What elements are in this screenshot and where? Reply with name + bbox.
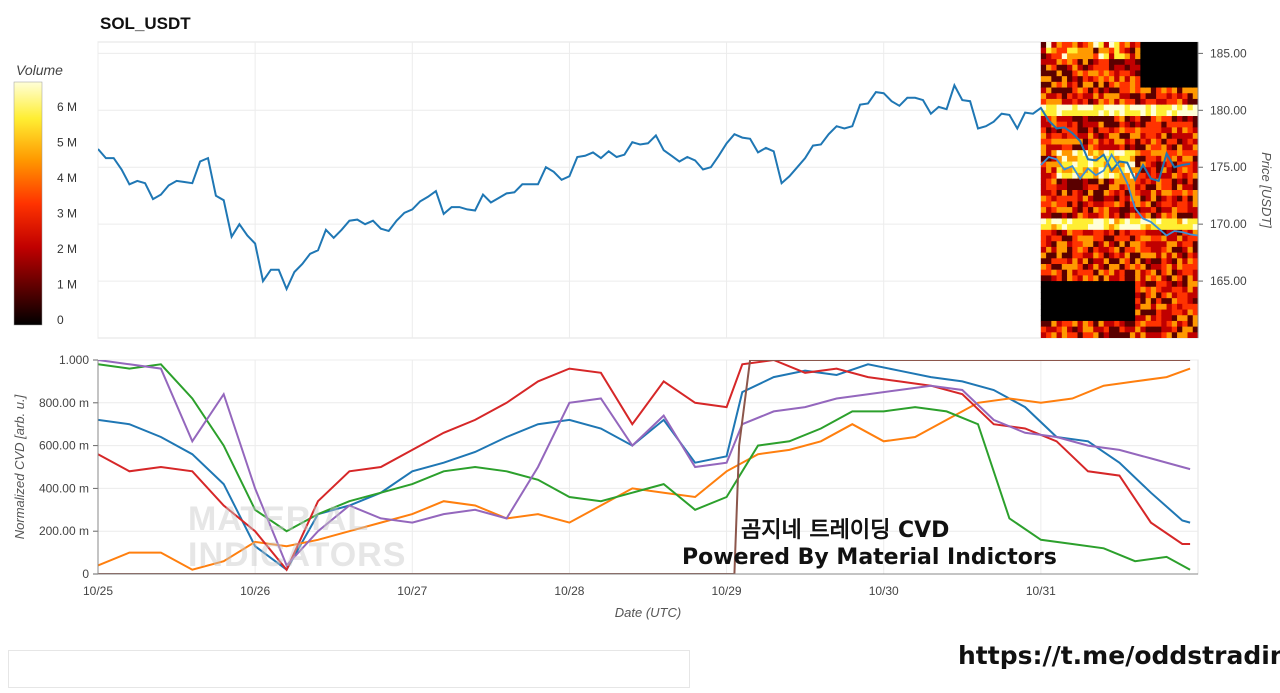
telegram-link[interactable]: https://t.me/oddstrading2: [958, 641, 1280, 670]
price-line: [98, 82, 1191, 292]
price-line-overlay: [1040, 152, 1198, 237]
cvd-line--1m-i-10m: [98, 360, 1191, 574]
date-tick-label: 10/29: [712, 584, 742, 598]
price-tick-label: 185.00: [1210, 46, 1247, 60]
colorbar: [13, 81, 43, 326]
date-tick-label: 10/25: [83, 584, 113, 598]
date-tick-label: 10/28: [554, 584, 584, 598]
price-series-group: [98, 82, 1198, 292]
cvd-tick-label: 600.00 m: [39, 439, 89, 453]
date-tick-label: 10/30: [869, 584, 899, 598]
cvd-line--10k-i-100k: [98, 360, 1191, 572]
colorbar-tick-label: 0: [57, 313, 64, 327]
colorbar-label: Volume: [16, 62, 63, 78]
price-tick-label: 170.00: [1210, 217, 1247, 231]
chart-title: SOL_USDT: [100, 14, 191, 33]
date-axis-ticks: 10/25 10/26 10/27 10/28 10/29 10/30 10/31: [83, 584, 1056, 598]
price-axis-ticks: 165.00 170.00 175.00 180.00 185.00: [1197, 42, 1247, 338]
price-tick-label: 165.00: [1210, 274, 1247, 288]
cvd-tick-label: 0: [82, 567, 89, 581]
watermark-line1: MATERIAL: [188, 500, 370, 538]
overlay-powered-by: Powered By Material Indictors: [682, 545, 1057, 570]
date-tick-label: 10/31: [1026, 584, 1056, 598]
date-tick-label: 10/26: [240, 584, 270, 598]
cvd-line--1k-i-10k: [98, 363, 1191, 571]
date-tick-label: 10/27: [397, 584, 427, 598]
legend-frame: [8, 650, 690, 688]
cvd-line--100-i-1k: [98, 367, 1191, 571]
cvd-tick-label: 1.000: [59, 353, 89, 367]
cvd-panel: [97, 359, 1199, 575]
colorbar-tick-label: 2 M: [57, 242, 77, 256]
price-axis-label: Price [USDT]: [1259, 152, 1274, 228]
date-axis-label: Date (UTC): [615, 605, 681, 620]
cvd-axis-label: Normalized CVD [arb. u.]: [12, 394, 27, 539]
colorbar-tick-label: 1 M: [57, 278, 77, 292]
colorbar-tick-label: 3 M: [57, 207, 77, 221]
volume-heatmap: [1040, 42, 1198, 338]
overlay-korean-title: 곰지네 트레이딩 CVD: [741, 518, 950, 543]
cvd-tick-label: 200.00 m: [39, 524, 89, 538]
price-tick-label: 175.00: [1210, 160, 1247, 174]
cvd-tick-label: 800.00 m: [39, 396, 89, 410]
price-panel: [97, 41, 1199, 339]
colorbar-tick-label: 4 M: [57, 171, 77, 185]
watermark-line2: INDICATORS: [188, 536, 407, 574]
cvd-axis-ticks: 0 200.00 m 400.00 m 600.00 m 800.00 m 1.000: [39, 353, 1198, 581]
colorbar-ticks: 0 1 M 2 M 3 M 4 M 5 M 6 M: [57, 100, 77, 327]
cvd-series-group: [98, 360, 1191, 574]
cvd-line--100k-i-1m: [98, 360, 1191, 568]
price-tick-label: 180.00: [1210, 103, 1247, 117]
cvd-tick-label: 400.00 m: [39, 481, 89, 495]
colorbar-tick-label: 5 M: [57, 136, 77, 150]
colorbar-tick-label: 6 M: [57, 100, 77, 114]
